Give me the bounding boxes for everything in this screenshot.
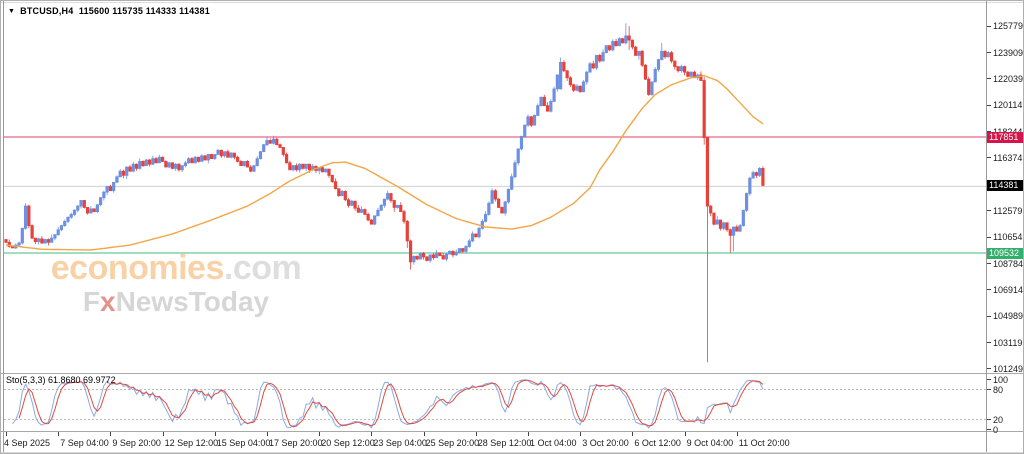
time-axis-tick: [736, 432, 738, 436]
indicator-axis-tick: [987, 379, 991, 380]
time-axis-label: 28 Sep 12:00: [477, 438, 532, 448]
indicator-axis-tick: [987, 419, 991, 420]
time-axis-label: 9 Sep 20:00: [112, 438, 161, 448]
price-axis-tick: [987, 263, 991, 264]
time-axis-tick: [632, 432, 634, 436]
price-axis-label: 122039: [993, 73, 1024, 84]
time-axis-tick: [214, 432, 216, 436]
time-axis-label: 23 Sep 04:00: [373, 438, 427, 448]
time-axis-tick: [580, 432, 582, 436]
stochastic-svg: [4, 379, 986, 429]
stoch-signal-line: [18, 379, 764, 428]
indicator-axis-tick: [987, 429, 991, 430]
price-axis-tick: [987, 210, 991, 211]
resistance-price-badge: 117851: [987, 131, 1023, 143]
price-axis-label: 123909: [993, 47, 1024, 58]
indicator-axis-label: 100: [993, 374, 1009, 385]
price-axis-label: 116374: [993, 152, 1023, 163]
indicator-axis-label: 0: [993, 424, 999, 435]
symbol-dropdown-icon: ▼: [8, 8, 16, 15]
price-axis-label: 104989: [993, 311, 1024, 322]
time-axis-tick: [684, 432, 686, 436]
price-axis-tick: [987, 104, 991, 106]
window-bottom-edge: [1, 452, 1023, 453]
time-axis-tick: [58, 432, 60, 436]
price-axis-separator: [986, 1, 987, 452]
main-chart-canvas[interactable]: [4, 1, 986, 373]
price-axis[interactable]: 1257791239091220391201141182441163741125…: [987, 1, 1024, 435]
price-axis-tick: [987, 157, 991, 159]
indicator-axis-tick: [987, 389, 991, 390]
window-left-edge: [3, 1, 4, 453]
time-axis-separator: [1, 431, 1023, 432]
time-axis-label: 20 Sep 12:00: [321, 438, 375, 448]
time-axis-tick: [371, 432, 373, 436]
up-candles-layer: [14, 23, 762, 265]
indicator-axis-label: 80: [993, 384, 1004, 395]
price-axis-tick: [987, 25, 991, 27]
time-axis-tick: [6, 432, 7, 436]
price-axis-label: 103119: [993, 337, 1023, 348]
price-axis-label: 120114: [993, 100, 1023, 111]
time-axis-tick: [319, 432, 321, 436]
window-splitter[interactable]: [1, 373, 1023, 374]
indicator-label: Sto(5,3,3) 61.8680 69.9772: [6, 375, 116, 385]
price-axis-label: 108784: [993, 258, 1024, 269]
moving-average-line: [5, 74, 764, 251]
main-chart-svg: [4, 23, 986, 363]
price-axis-label: 110654: [993, 232, 1023, 243]
price-axis-label: 101249: [993, 363, 1024, 374]
time-axis-label: 7 Sep 04:00: [60, 438, 109, 448]
support-price-badge: 109532: [987, 247, 1023, 259]
price-axis-tick: [987, 52, 991, 53]
time-axis-label: 6 Oct 12:00: [634, 438, 681, 448]
time-axis-tick: [528, 432, 529, 436]
price-axis-tick: [987, 236, 991, 238]
time-axis-label: 15 Sep 04:00: [216, 438, 271, 448]
chart-title: ▼ BTCUSD,H4 115600 115735 114333 114381: [8, 6, 210, 16]
time-axis-tick: [475, 432, 477, 436]
stochastic-panel[interactable]: [4, 374, 986, 431]
price-axis-tick: [987, 315, 991, 317]
time-axis-label: 4 Sep 2025: [4, 438, 51, 448]
time-axis-tick: [267, 432, 268, 436]
price-axis-label: 106914: [993, 284, 1024, 295]
price-axis-tick: [987, 78, 991, 80]
time-axis-label: 9 Oct 04:00: [686, 438, 734, 448]
time-axis-tick: [162, 432, 164, 436]
indicator-axis-label: 20: [993, 414, 1004, 425]
time-axis-label: 1 Oct 04:00: [530, 438, 577, 448]
down-candles-layer: [4, 26, 765, 363]
price-axis-label: 125779: [993, 21, 1024, 32]
price-axis-label: 112579: [993, 205, 1023, 216]
price-axis-tick: [987, 368, 991, 369]
stoch-main-line: [12, 379, 764, 429]
ohlc-readout: 115600 115735 114333 114381: [78, 6, 210, 16]
time-axis-label: 12 Sep 12:00: [164, 438, 219, 448]
window-top-edge: [1, 2, 1023, 3]
price-axis-tick: [987, 289, 991, 290]
time-axis-tick: [423, 432, 425, 436]
price-axis-tick: [987, 342, 991, 343]
time-axis-label: 3 Oct 20:00: [582, 438, 629, 448]
time-axis-label: 17 Sep 20:00: [269, 438, 323, 448]
current-price-badge: 114381: [987, 179, 1023, 191]
symbol-label: BTCUSD,H4: [20, 6, 74, 16]
time-axis-label: 11 Oct 20:00: [738, 438, 790, 448]
time-axis-label: 25 Sep 20:00: [425, 438, 480, 448]
time-axis[interactable]: 4 Sep 2025 7 Sep 04:00 9 Sep 20:00 12 Sep 1…: [1, 432, 1023, 452]
time-axis-tick: [110, 432, 112, 436]
